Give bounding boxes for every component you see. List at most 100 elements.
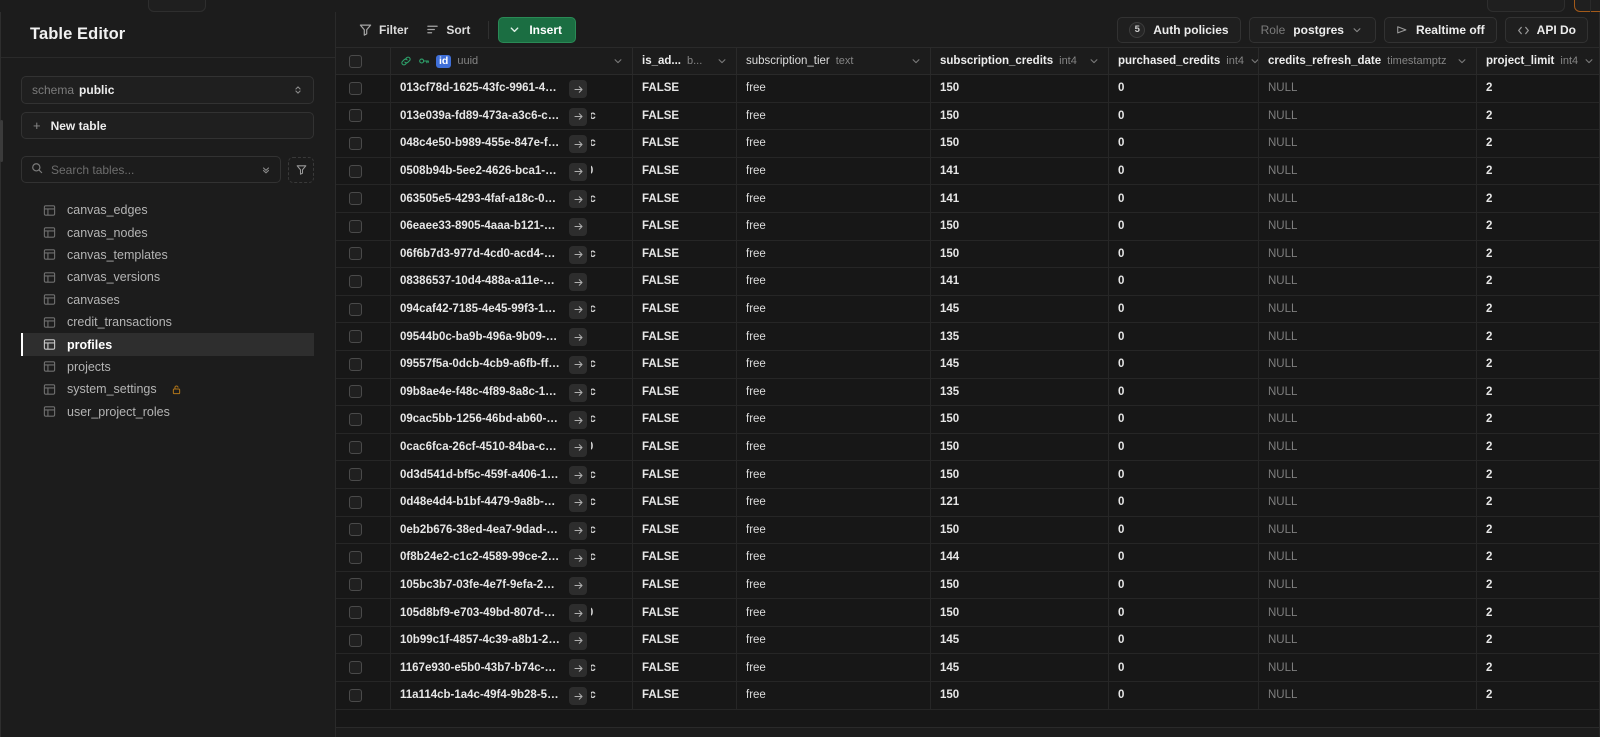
- expand-row-icon[interactable]: [569, 687, 587, 706]
- cell-id[interactable]: 0d48e4d4-b1bf-4479-9a8b-4a4b...: [391, 489, 591, 516]
- table-row[interactable]: 08386537-10d4-488a-a11e-eb5a6...0FALSEfr…: [336, 268, 1600, 296]
- cell-subscription-tier[interactable]: free: [737, 626, 931, 654]
- expand-row-icon[interactable]: [569, 383, 587, 402]
- select-all-checkbox[interactable]: [349, 54, 362, 68]
- chevron-down-icon[interactable]: [613, 56, 623, 66]
- cell-purchased-credits[interactable]: 0: [1109, 185, 1259, 212]
- row-checkbox[interactable]: [349, 109, 362, 123]
- table-row[interactable]: 0eb2b676-38ed-4ea7-9dad-38e6... 0c FALSEfr…: [336, 516, 1600, 545]
- cell-purchased-credits[interactable]: 0: [1109, 544, 1259, 571]
- cell-is-admin[interactable]: FALSE: [633, 654, 737, 682]
- cell-subscription-credits[interactable]: 150: [931, 212, 1109, 240]
- chevron-down-icon[interactable]: [1457, 56, 1467, 66]
- cell-credits-refresh-date[interactable]: NULL: [1259, 433, 1477, 461]
- expand-row-icon[interactable]: [569, 328, 587, 347]
- cell-project-limit[interactable]: 2: [1477, 599, 1600, 626]
- chevron-down-icon[interactable]: [1584, 56, 1594, 66]
- table-row[interactable]: 063505e5-4293-4faf-a18c-0e65b... 0c FALSEf…: [336, 185, 1600, 213]
- cell-is-admin[interactable]: FALSE: [633, 378, 737, 406]
- top-chrome-stub-accent[interactable]: [1574, 0, 1600, 12]
- expand-row-icon[interactable]: [569, 411, 587, 430]
- row-select-cell[interactable]: [336, 323, 391, 350]
- cell-purchased-credits[interactable]: 0: [1109, 654, 1259, 682]
- cell-subscription-tier[interactable]: free: [737, 295, 931, 323]
- chevron-down-icon[interactable]: [1250, 56, 1258, 66]
- cell-subscription-credits[interactable]: 150: [931, 406, 1109, 433]
- cell-project-limit[interactable]: 2: [1477, 130, 1600, 157]
- row-select-cell[interactable]: [336, 433, 391, 461]
- row-select-cell[interactable]: [336, 295, 391, 323]
- cell-purchased-credits[interactable]: 0: [1109, 350, 1259, 378]
- cell-is-admin[interactable]: FALSE: [633, 571, 737, 599]
- row-select-cell[interactable]: [336, 130, 391, 157]
- table-row[interactable]: 0d3d541d-bf5c-459f-a406-16b93... 0c FALSEf…: [336, 461, 1600, 489]
- cell-id[interactable]: 0508b94b-5ee2-4626-bca1-4bca...: [391, 158, 591, 185]
- table-row[interactable]: 013e039a-fd89-473a-a3c6-ccfa9... 0c FALSEf…: [336, 102, 1600, 131]
- sidebar-table-item[interactable]: system_settings: [21, 378, 314, 400]
- column-header-subscription-credits[interactable]: subscription_credits int4: [931, 48, 1109, 74]
- cell-purchased-credits[interactable]: 0: [1109, 102, 1259, 130]
- cell-credits-refresh-date[interactable]: NULL: [1259, 682, 1477, 709]
- top-chrome-stub-left[interactable]: [148, 0, 206, 12]
- filter-tables-button[interactable]: [288, 156, 314, 183]
- chevron-down-icon[interactable]: [911, 56, 921, 66]
- row-select-cell[interactable]: [336, 185, 391, 212]
- cell-id[interactable]: 0d3d541d-bf5c-459f-a406-16b93...: [391, 461, 591, 488]
- cell-project-limit[interactable]: 2: [1477, 654, 1600, 681]
- sidebar-table-item[interactable]: canvas_edges: [21, 199, 314, 221]
- cell-is-admin[interactable]: FALSE: [633, 350, 737, 378]
- cell-subscription-tier[interactable]: free: [737, 350, 931, 378]
- cell-subscription-tier[interactable]: free: [737, 185, 931, 212]
- table-row[interactable]: 0f8b24e2-c1c2-4589-99ce-2c52d... 0c FALSEf…: [336, 544, 1600, 572]
- cell-subscription-credits[interactable]: 150: [931, 130, 1109, 157]
- cell-subscription-credits[interactable]: 121: [931, 488, 1109, 516]
- cell-purchased-credits[interactable]: 0: [1109, 212, 1259, 240]
- table-row[interactable]: 0508b94b-5ee2-4626-bca1-4bca... -0 FALSEfr…: [336, 157, 1600, 186]
- cell-credits-refresh-date[interactable]: NULL: [1259, 544, 1477, 571]
- cell-subscription-credits[interactable]: 135: [931, 378, 1109, 406]
- expand-row-icon[interactable]: [569, 549, 587, 568]
- row-checkbox[interactable]: [349, 412, 362, 426]
- cell-project-limit[interactable]: 2: [1477, 323, 1600, 350]
- cell-project-limit[interactable]: 2: [1477, 296, 1600, 323]
- table-row[interactable]: 1167e930-e5b0-43b7-b74c-788c9... 0c FALSEf…: [336, 654, 1600, 683]
- cell-is-admin[interactable]: FALSE: [633, 185, 737, 212]
- sidebar-table-item[interactable]: profiles: [21, 333, 314, 357]
- row-checkbox[interactable]: [349, 606, 362, 620]
- cell-subscription-tier[interactable]: free: [737, 323, 931, 350]
- cell-subscription-tier[interactable]: free: [737, 571, 931, 599]
- cell-subscription-credits[interactable]: 150: [931, 240, 1109, 268]
- sidebar-table-item[interactable]: canvas_nodes: [21, 221, 314, 243]
- cell-project-limit[interactable]: 2: [1477, 489, 1600, 516]
- row-checkbox[interactable]: [349, 164, 362, 178]
- cell-project-limit[interactable]: 2: [1477, 627, 1600, 654]
- cell-purchased-credits[interactable]: 0: [1109, 323, 1259, 350]
- search-input[interactable]: [51, 162, 253, 177]
- chevron-down-icon[interactable]: [1089, 56, 1099, 66]
- table-row[interactable]: 09cac5bb-1256-46bd-ab60-64ed... 0c FALSEfr…: [336, 406, 1600, 434]
- cell-project-limit[interactable]: 2: [1477, 103, 1600, 130]
- cell-id[interactable]: 105bc3b7-03fe-4e7f-9efa-21bb40...: [391, 572, 591, 599]
- cell-id[interactable]: 1167e930-e5b0-43b7-b74c-788c9...: [391, 654, 591, 681]
- table-row[interactable]: 09b8ae4e-f48c-4f89-8a8c-1629b... 0c FALSEf…: [336, 378, 1600, 407]
- row-select-cell[interactable]: [336, 682, 391, 709]
- row-checkbox[interactable]: [349, 81, 362, 95]
- sidebar-scrollbar-handle[interactable]: [0, 120, 3, 162]
- sidebar-table-item[interactable]: credit_transactions: [21, 311, 314, 333]
- row-checkbox[interactable]: [349, 219, 362, 233]
- cell-project-limit[interactable]: 2: [1477, 158, 1600, 185]
- cell-credits-refresh-date[interactable]: NULL: [1259, 295, 1477, 323]
- row-select-cell[interactable]: [336, 516, 391, 544]
- cell-subscription-tier[interactable]: free: [737, 654, 931, 682]
- cell-credits-refresh-date[interactable]: NULL: [1259, 516, 1477, 544]
- column-header-id[interactable]: id uuid: [391, 48, 633, 74]
- row-select-cell[interactable]: [336, 571, 391, 599]
- cell-subscription-tier[interactable]: free: [737, 212, 931, 240]
- cell-is-admin[interactable]: FALSE: [633, 75, 737, 102]
- data-grid-scroll-area[interactable]: id uuid is_ad... b... su: [336, 48, 1600, 727]
- cell-subscription-credits[interactable]: 150: [931, 599, 1109, 626]
- cell-is-admin[interactable]: FALSE: [633, 268, 737, 295]
- expand-row-icon[interactable]: [569, 135, 587, 154]
- cell-subscription-credits[interactable]: 141: [931, 268, 1109, 295]
- cell-is-admin[interactable]: FALSE: [633, 599, 737, 626]
